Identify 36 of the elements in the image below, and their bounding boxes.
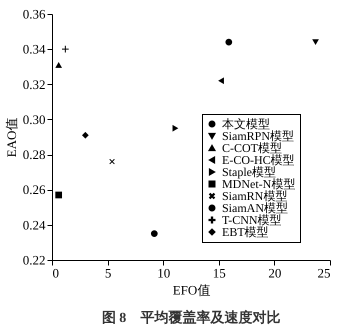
y-tick-label: 0.36	[22, 6, 46, 22]
legend-label: MDNet-N模型	[222, 177, 296, 191]
x-tick-label: 15	[212, 266, 226, 280]
y-tick-label: 0.30	[22, 112, 46, 127]
x-tick-label: 10	[157, 266, 170, 280]
x-axis-title: EFO值	[172, 282, 210, 298]
x-tick-label: 5	[104, 266, 112, 280]
y-tick-label: 0.32	[22, 76, 46, 92]
caption: 图 8 平均覆盖率及速度对比	[102, 309, 280, 326]
point	[172, 124, 178, 132]
legend-label: SiamAN模型	[222, 201, 288, 215]
point	[225, 38, 232, 46]
point	[218, 77, 224, 84]
x-tick-label: 0	[52, 266, 59, 280]
x-tick-label: 20	[268, 266, 282, 280]
point	[150, 230, 158, 237]
legend-label: E-CO-HC模型	[222, 153, 295, 167]
y-tick-label: 0.34	[22, 42, 46, 57]
legend-label: C-COT模型	[222, 141, 282, 155]
point	[109, 158, 115, 164]
legend-label: T-CNN模型	[222, 213, 282, 227]
x-tick-label: 25	[318, 266, 330, 280]
point	[82, 132, 89, 139]
point	[55, 62, 62, 68]
legend-label: SiamRPN模型	[222, 129, 294, 143]
legend-label: 本文模型	[222, 117, 270, 131]
y-tick-label: 0.24	[22, 217, 46, 232]
point	[55, 192, 62, 198]
legend-label: EBT模型	[222, 225, 269, 239]
y-tick-label: 0.26	[22, 182, 46, 198]
legend-label: Staple模型	[222, 165, 276, 179]
legend-label: SiamRN模型	[222, 189, 288, 203]
y-tick-label: 0.22	[22, 252, 46, 268]
y-tick-label: 0.28	[22, 147, 46, 162]
y-axis-title: EAO值	[4, 118, 19, 158]
point	[312, 39, 319, 46]
